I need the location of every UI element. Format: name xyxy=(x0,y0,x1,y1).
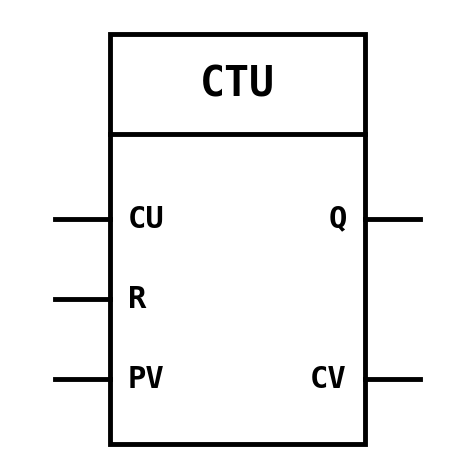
Text: CTU: CTU xyxy=(200,63,275,105)
Bar xyxy=(110,34,365,444)
Text: PV: PV xyxy=(128,365,165,393)
Text: CV: CV xyxy=(310,365,347,393)
Text: Q: Q xyxy=(328,204,347,234)
Text: R: R xyxy=(128,284,146,313)
Text: CU: CU xyxy=(128,204,165,234)
